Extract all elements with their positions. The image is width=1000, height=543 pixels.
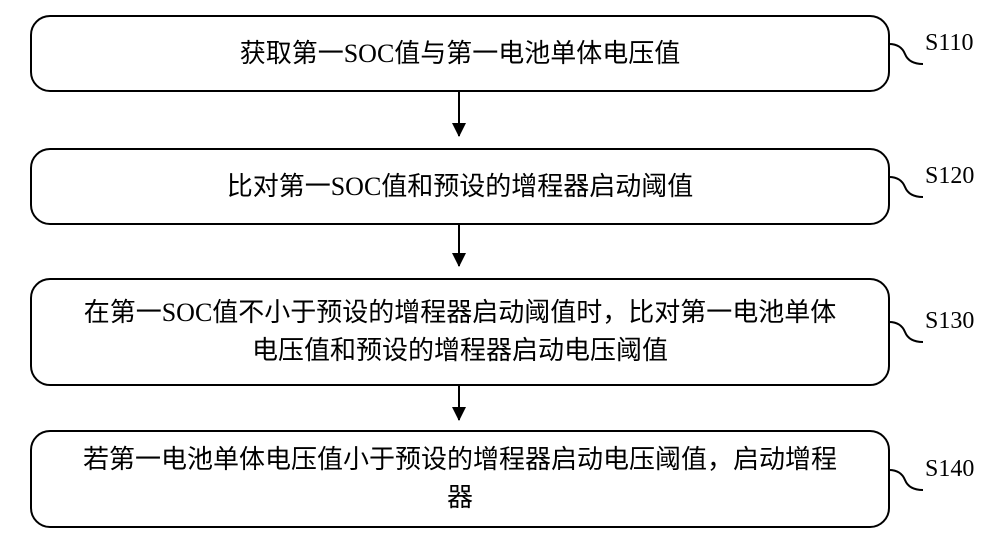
step-label-s140: S140 — [925, 456, 974, 483]
step-text: 若第一电池单体电压值小于预设的增程器启动电压阈值，启动增程器 — [72, 441, 848, 517]
curve-s110 — [887, 42, 927, 67]
curve-s130 — [887, 320, 927, 345]
arrow-2 — [458, 225, 460, 266]
step-label-s120: S120 — [925, 163, 974, 190]
curve-s140 — [887, 468, 927, 493]
flowchart-container: 获取第一SOC值与第一电池单体电压值 S110 比对第一SOC值和预设的增程器启… — [0, 0, 1000, 543]
step-box-s130: 在第一SOC值不小于预设的增程器启动阈值时，比对第一电池单体电压值和预设的增程器… — [30, 278, 890, 386]
step-box-s110: 获取第一SOC值与第一电池单体电压值 — [30, 15, 890, 92]
arrow-1 — [458, 92, 460, 136]
step-label-s110: S110 — [925, 30, 973, 57]
step-label-s130: S130 — [925, 308, 974, 335]
step-text: 在第一SOC值不小于预设的增程器启动阈值时，比对第一电池单体电压值和预设的增程器… — [72, 294, 848, 370]
step-box-s120: 比对第一SOC值和预设的增程器启动阈值 — [30, 148, 890, 225]
arrow-3 — [458, 386, 460, 420]
step-box-s140: 若第一电池单体电压值小于预设的增程器启动电压阈值，启动增程器 — [30, 430, 890, 528]
curve-s120 — [887, 175, 927, 200]
step-text: 获取第一SOC值与第一电池单体电压值 — [240, 35, 681, 73]
step-text: 比对第一SOC值和预设的增程器启动阈值 — [227, 168, 694, 206]
